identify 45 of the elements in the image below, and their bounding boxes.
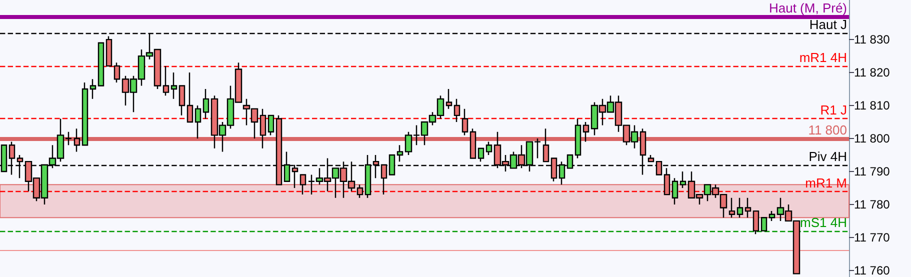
y-tick-label: 11 760 [854, 263, 890, 277]
ref-line-label: R1 J [820, 102, 847, 118]
candlestick [582, 121, 590, 142]
candlestick [194, 104, 202, 140]
candlestick [162, 65, 170, 96]
candlestick [542, 128, 550, 162]
candlestick [186, 72, 194, 123]
candlestick [486, 141, 492, 156]
candlestick [106, 36, 112, 67]
candlestick [478, 148, 484, 162]
candlestick [672, 177, 678, 206]
candlestick [90, 78, 96, 100]
candlestick [454, 98, 460, 123]
y-tick-label: 11 780 [854, 197, 890, 212]
candlestick [82, 82, 88, 146]
candlestick [760, 217, 768, 232]
candlestick [648, 154, 654, 162]
y-tick-label: 11 800 [854, 132, 890, 146]
ref-line-label: Haut J [809, 16, 847, 32]
ref-line-label: 11 800 [808, 122, 847, 138]
y-tick-label: 11 810 [854, 98, 890, 113]
y-tick-label: 11 820 [854, 66, 890, 80]
candlestick [114, 62, 120, 84]
candlestick [396, 144, 404, 162]
candlestick [74, 128, 80, 152]
candlestick [178, 85, 186, 116]
candlestick [260, 108, 266, 149]
candlestick [462, 108, 468, 136]
ref-line-label: mR1 4H [799, 50, 847, 65]
y-tick-label: 11 790 [854, 164, 890, 178]
candlestick [680, 170, 686, 189]
y-tick-label: 11 770 [854, 230, 890, 244]
y-tick-label: 11 830 [854, 32, 890, 47]
candlestick [768, 210, 776, 222]
candlestick [470, 128, 476, 159]
candlestick [736, 197, 744, 218]
ref-line-label: Piv 4H [808, 148, 847, 164]
ref-line-label: Haut (M, Pré) [768, 0, 847, 16]
candlestick [202, 88, 210, 120]
candlestick [170, 72, 178, 100]
ref-line-label: mS1 4H [800, 214, 847, 230]
candlestick [98, 42, 104, 86]
candlestick [446, 88, 452, 110]
candlestick [574, 118, 582, 159]
candlestick [268, 114, 274, 136]
